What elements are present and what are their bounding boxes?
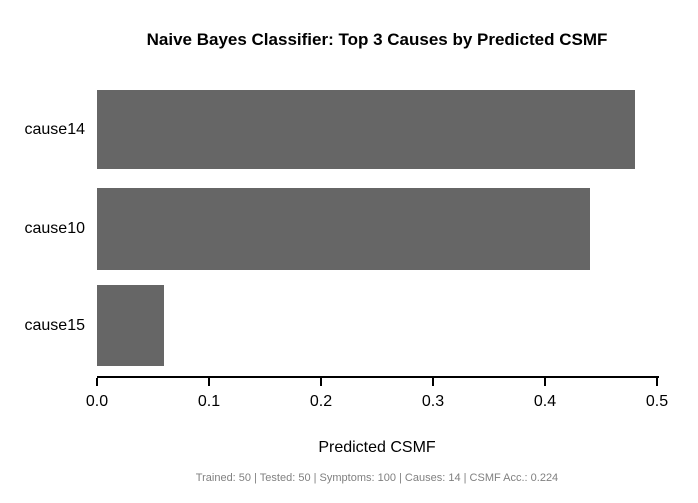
x-tick-mark <box>656 378 658 386</box>
category-label-cause14: cause14 <box>24 120 86 138</box>
x-tick-label: 0.0 <box>85 393 109 410</box>
x-axis-title: Predicted CSMF <box>318 439 436 456</box>
x-tick-label: 0.5 <box>645 393 669 410</box>
bar-cause10 <box>97 188 590 270</box>
x-tick-label: 0.3 <box>421 393 445 410</box>
chart-title: Naive Bayes Classifier: Top 3 Causes by … <box>146 30 608 49</box>
x-axis-line <box>97 376 659 378</box>
x-tick-mark <box>208 378 210 386</box>
chart-footer: Trained: 50 | Tested: 50 | Symptoms: 100… <box>195 472 559 484</box>
plot-area <box>97 85 657 377</box>
category-label-cause10: cause10 <box>24 220 86 237</box>
x-tick-mark <box>432 378 434 386</box>
bar-cause14 <box>97 90 635 169</box>
x-tick-label: 0.1 <box>197 393 221 410</box>
x-tick-mark <box>320 378 322 386</box>
category-label-cause15: cause15 <box>24 316 86 334</box>
x-tick-mark <box>96 378 98 386</box>
x-tick-label: 0.4 <box>533 393 557 410</box>
x-tick-mark <box>544 378 546 386</box>
bar-cause15 <box>97 285 165 366</box>
x-tick-label: 0.2 <box>309 393 333 410</box>
